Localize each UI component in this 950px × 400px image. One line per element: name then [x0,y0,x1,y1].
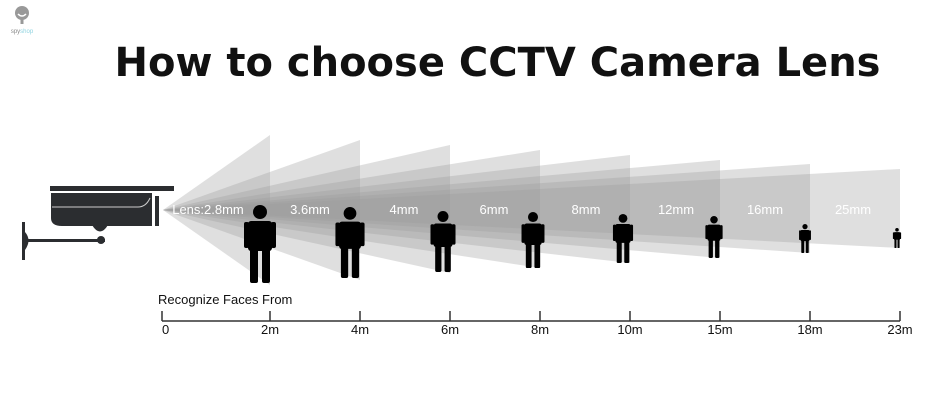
person-icon [521,212,545,268]
view-cone [163,135,270,285]
person-icon [430,211,456,272]
lens-label: 6mm [480,202,509,217]
lens-label: 25mm [835,202,871,217]
distance-label: 23m [887,322,912,337]
distance-label: 8m [531,322,549,337]
person-icon [705,216,723,258]
distance-label: 15m [707,322,732,337]
person-figures [244,205,902,283]
spyshop-logo: spyshop [6,4,38,35]
lens-label: 12mm [658,202,694,217]
lens-label: 8mm [572,202,601,217]
person-icon [799,224,811,253]
person-icon [612,214,634,263]
view-cone [163,160,720,258]
lens-label: 4mm [390,202,419,217]
lens-label: 16mm [747,202,783,217]
distance-ticks: 0 2m 4m 6m 8m 10m 15m 18m 23m [161,311,913,337]
axis-caption: Recognize Faces From [158,292,292,307]
page-title: How to choose CCTV Camera Lens [114,40,881,86]
cctv-camera-icon [22,186,174,260]
lens-label: 3.6mm [290,202,330,217]
view-cone [163,155,630,263]
distance-label: 10m [617,322,642,337]
distance-label: 18m [797,322,822,337]
lens-labels: Lens:2.8mm 3.6mm 4mm 6mm 8mm 12mm 16mm 25mm [172,202,871,217]
lens-label: Lens:2.8mm [172,202,244,217]
person-icon [892,228,902,248]
distance-label: 2m [261,322,279,337]
person-icon [335,207,365,278]
view-cone [163,145,450,273]
distance-label: 6m [441,322,459,337]
view-cone [163,164,810,253]
smiley-logo-icon [15,6,29,24]
person-icon [244,205,276,283]
distance-label: 4m [351,322,369,337]
distance-label: 0 [162,322,169,337]
